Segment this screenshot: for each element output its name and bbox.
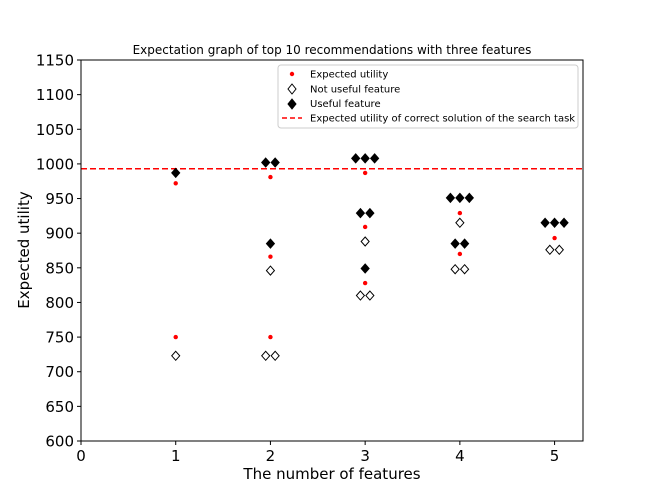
useful-feature-point: [464, 192, 475, 204]
useful-feature-point: [365, 207, 375, 219]
y-axis: 600 650 700 750 800 850 900 950 1000 1050 1100 1150: [36, 52, 81, 451]
expected-utility-point: [173, 334, 178, 340]
chart-title: Expectation graph of top 10 recommendati…: [133, 43, 532, 57]
y-tick-label: 1000: [36, 155, 74, 173]
y-tick-label: 850: [45, 259, 74, 277]
legend: Expected utility Not useful feature Usef…: [277, 64, 579, 129]
expected-utility-point: [457, 210, 463, 216]
x-tick-label: 3: [360, 447, 370, 465]
legend-marker-open-diamond: [287, 83, 297, 95]
expected-utility-point: [552, 235, 557, 241]
useful-feature-point: [265, 238, 276, 249]
useful-feature-point: [360, 153, 370, 164]
y-tick-label: 900: [45, 225, 74, 243]
x-tick-label: 0: [76, 447, 86, 465]
expected-utility-point: [362, 224, 368, 230]
useful-feature-point: [369, 153, 380, 164]
y-tick-label: 950: [45, 190, 74, 208]
y-tick-label: 800: [45, 294, 74, 312]
expected-utility-point: [268, 334, 273, 340]
not-useful-feature-point: [554, 244, 564, 256]
not-useful-feature-point: [360, 236, 370, 247]
legend-label-useful-feature: Useful feature: [310, 99, 381, 110]
expected-utility-point: [268, 174, 273, 180]
y-tick-label: 1100: [36, 86, 74, 104]
x-tick-label: 4: [455, 447, 465, 465]
expected-utility-point: [173, 181, 178, 186]
useful-feature-point: [261, 157, 271, 168]
expected-utility-point: [268, 254, 273, 259]
not-useful-feature-point: [265, 265, 276, 276]
useful-feature-point: [355, 207, 366, 219]
useful-feature-point: [540, 217, 550, 229]
not-useful-feature-point: [365, 290, 375, 301]
expected-utility-point: [362, 170, 368, 176]
legend-label-not-useful-feature: Not useful feature: [310, 85, 400, 96]
y-tick-label: 600: [45, 433, 74, 451]
legend-item-not-useful-feature: Not useful feature: [287, 83, 400, 96]
not-useful-feature-point: [545, 244, 555, 256]
legend-item-expected-utility: Expected utility: [289, 70, 388, 81]
x-tick-label: 5: [550, 447, 560, 465]
not-useful-feature-point: [270, 350, 280, 362]
legend-item-reference-line: Expected utility of correct solution of …: [282, 114, 575, 125]
not-useful-feature-point: [171, 350, 181, 362]
useful-feature-point: [171, 167, 181, 179]
not-useful-feature-point: [261, 350, 271, 362]
x-tick-label: 2: [266, 447, 276, 465]
x-axis: 0 1 2 3 4 5: [76, 441, 559, 465]
useful-feature-point: [270, 157, 280, 168]
legend-label-expected-utility: Expected utility: [310, 70, 388, 81]
not-useful-feature-point: [450, 263, 460, 275]
useful-feature-point: [455, 192, 465, 204]
y-tick-label: 1050: [36, 121, 74, 139]
useful-feature-point: [445, 192, 456, 204]
legend-marker-filled-diamond: [287, 98, 297, 110]
x-tick-label: 1: [171, 447, 181, 465]
y-axis-title: Expected utility: [15, 191, 33, 309]
useful-feature-point: [351, 153, 361, 164]
points-layer: [171, 153, 569, 362]
y-tick-label: 650: [45, 398, 74, 416]
y-tick-label: 1150: [36, 52, 74, 70]
x-axis-title: The number of features: [242, 465, 420, 483]
not-useful-feature-point: [355, 290, 366, 301]
y-tick-label: 750: [45, 329, 74, 347]
plot-frame: [80, 59, 584, 442]
legend-marker-red-dot: [289, 71, 295, 77]
useful-feature-point: [559, 217, 569, 229]
y-tick-label: 700: [45, 363, 74, 381]
not-useful-feature-point: [455, 217, 465, 229]
legend-box: [277, 64, 579, 129]
useful-feature-point: [450, 238, 460, 249]
expected-utility-point: [457, 251, 463, 257]
expected-utility-point: [362, 280, 368, 286]
not-useful-feature-point: [459, 263, 470, 275]
useful-feature-point: [549, 217, 560, 229]
legend-label-reference-line: Expected utility of correct solution of …: [310, 114, 575, 125]
legend-item-useful-feature: Useful feature: [287, 98, 381, 110]
useful-feature-point: [459, 238, 470, 249]
useful-feature-point: [360, 263, 370, 274]
